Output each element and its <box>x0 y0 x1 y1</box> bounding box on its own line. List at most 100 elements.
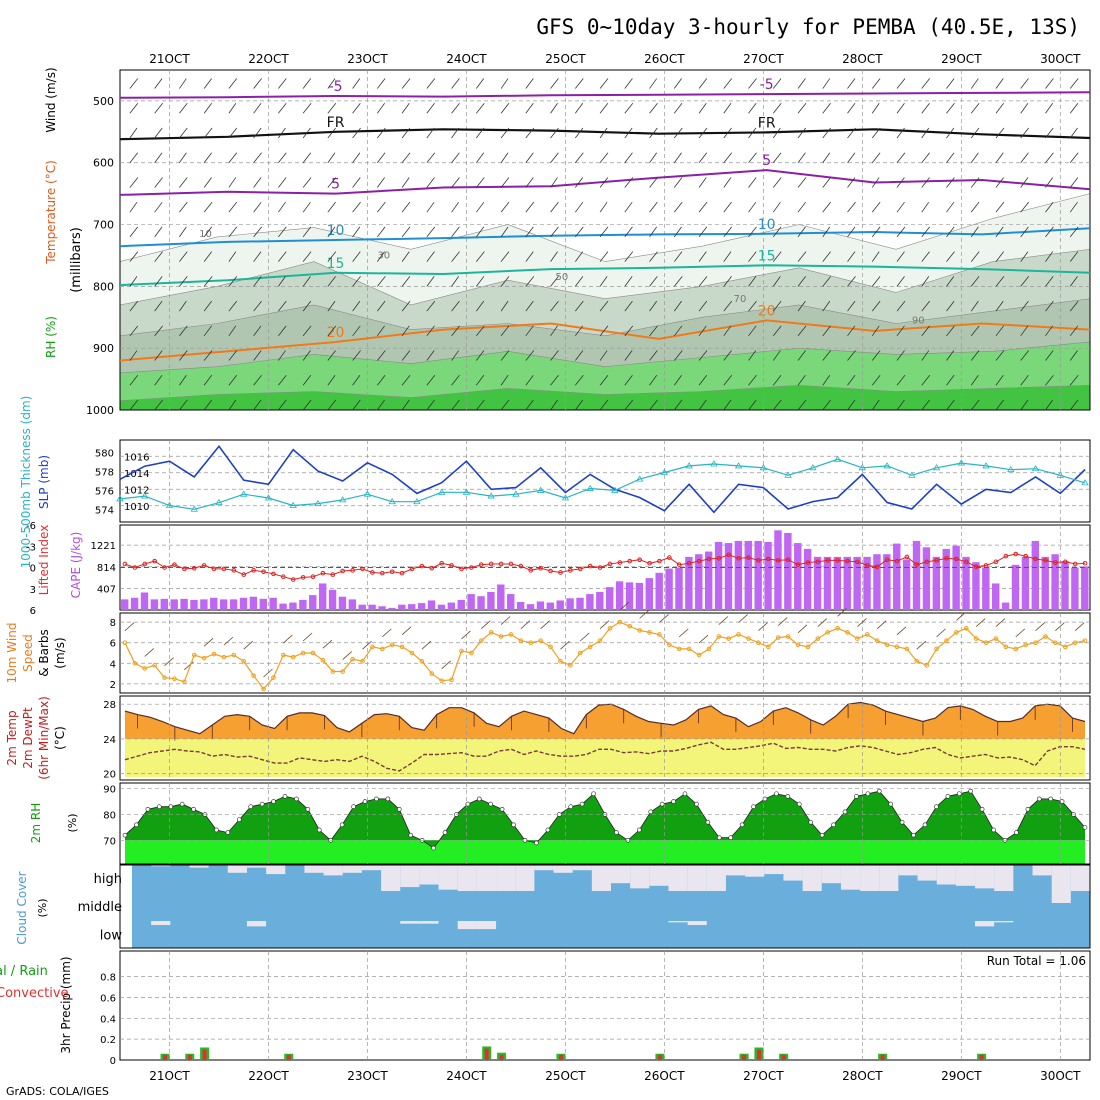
wind-barb <box>421 640 432 650</box>
wind-barb <box>1045 226 1054 238</box>
wind-barb <box>921 300 930 312</box>
wind-barb <box>1069 177 1079 188</box>
wind-barb <box>871 78 881 89</box>
pressure-tick-label: 900 <box>93 342 114 355</box>
wind-barb <box>327 251 337 262</box>
thickness-marker <box>165 501 174 508</box>
wind-barb <box>179 300 187 312</box>
wind-speed-marker <box>409 650 415 656</box>
wind-barb <box>1020 350 1029 361</box>
wind-barb <box>574 325 584 337</box>
wind-tick-label: 2 <box>110 680 116 691</box>
wind-barb <box>302 177 312 188</box>
wind-barb <box>179 201 188 213</box>
wind-barb <box>956 612 966 621</box>
wind-barb <box>352 152 361 163</box>
li-marker <box>399 570 405 576</box>
thickness-marker <box>611 486 619 493</box>
wind-barb <box>723 127 732 139</box>
wind-barb <box>896 127 905 139</box>
isotherm-label: 15 <box>758 248 776 264</box>
precip-convective-bar <box>781 1054 786 1060</box>
li-marker <box>142 561 148 567</box>
wind-barb <box>302 152 312 163</box>
wind-barb <box>871 152 881 163</box>
rh-marker <box>191 806 196 812</box>
rh-marker <box>659 801 665 807</box>
wind-barb <box>723 78 733 89</box>
wind-speed-marker <box>271 675 276 680</box>
isotherm-line <box>119 227 1091 248</box>
wind-barb <box>723 399 732 411</box>
cloud-high-bar <box>994 865 1014 891</box>
cape-bar <box>1031 540 1040 610</box>
wind-barb <box>278 226 287 238</box>
wind-barb <box>129 152 139 163</box>
cape-bar <box>883 554 891 610</box>
wind-speed-marker <box>379 646 385 652</box>
isotherm-line <box>119 169 1091 196</box>
isotherm-label: FR <box>327 115 345 131</box>
wind-barb <box>476 177 485 188</box>
cape-bar <box>259 598 267 610</box>
wind-barb <box>698 375 708 386</box>
wind-barb <box>822 300 831 312</box>
wind-barb <box>476 399 485 411</box>
thickness-marker <box>462 488 471 495</box>
li-marker <box>221 566 227 572</box>
li-marker <box>667 555 672 560</box>
rh-marker <box>534 840 539 846</box>
wind-barb <box>1015 628 1026 638</box>
wind-barb <box>1055 622 1065 632</box>
wind-barb <box>1045 152 1054 163</box>
wind-barb <box>426 375 436 386</box>
wind-barb <box>253 127 262 139</box>
wind-barb <box>772 251 782 262</box>
wind-barb <box>461 630 471 640</box>
li-marker <box>815 559 821 565</box>
cape-bar <box>417 603 426 610</box>
wind-barb <box>639 610 649 619</box>
li-marker <box>231 568 237 573</box>
wind-barb <box>203 177 212 188</box>
wind-barb <box>253 325 262 337</box>
wind-barb <box>401 300 411 312</box>
rh-marker <box>385 796 391 802</box>
wind-barb <box>797 103 807 114</box>
thickness-line <box>119 458 1086 510</box>
li-marker <box>281 574 286 580</box>
wind-barb <box>203 226 212 238</box>
thickness-marker <box>190 505 198 512</box>
li-marker <box>528 568 534 573</box>
li-marker <box>498 561 504 567</box>
wind-barb <box>401 626 412 636</box>
wind-barb <box>772 152 782 163</box>
wind-barb <box>154 399 163 411</box>
cape-bar <box>803 548 812 610</box>
rh-marker <box>762 796 768 802</box>
wind-barb <box>129 325 139 337</box>
li-marker <box>993 559 999 565</box>
wind-barb <box>302 78 312 89</box>
wind-barb <box>723 152 733 163</box>
wind-barb <box>352 325 361 337</box>
wind-barb <box>946 177 955 188</box>
cape-bar <box>328 589 337 610</box>
wind-barb <box>624 177 634 188</box>
li-marker <box>716 555 722 561</box>
wind-barb <box>481 620 491 629</box>
wind-barb <box>203 637 214 647</box>
wind-barb <box>970 276 980 287</box>
wind-barb <box>525 78 534 89</box>
wind-barb <box>352 201 361 213</box>
wind-barb <box>426 350 435 361</box>
wind-speed-marker <box>676 646 682 652</box>
wind-barb <box>550 251 558 262</box>
wind-barb <box>599 152 609 163</box>
wind-barb <box>352 226 361 238</box>
li-marker <box>360 566 365 572</box>
li-marker <box>379 570 385 576</box>
thickness-marker <box>487 492 495 499</box>
wind-barb <box>649 350 658 361</box>
wind-speed-marker <box>399 644 405 650</box>
